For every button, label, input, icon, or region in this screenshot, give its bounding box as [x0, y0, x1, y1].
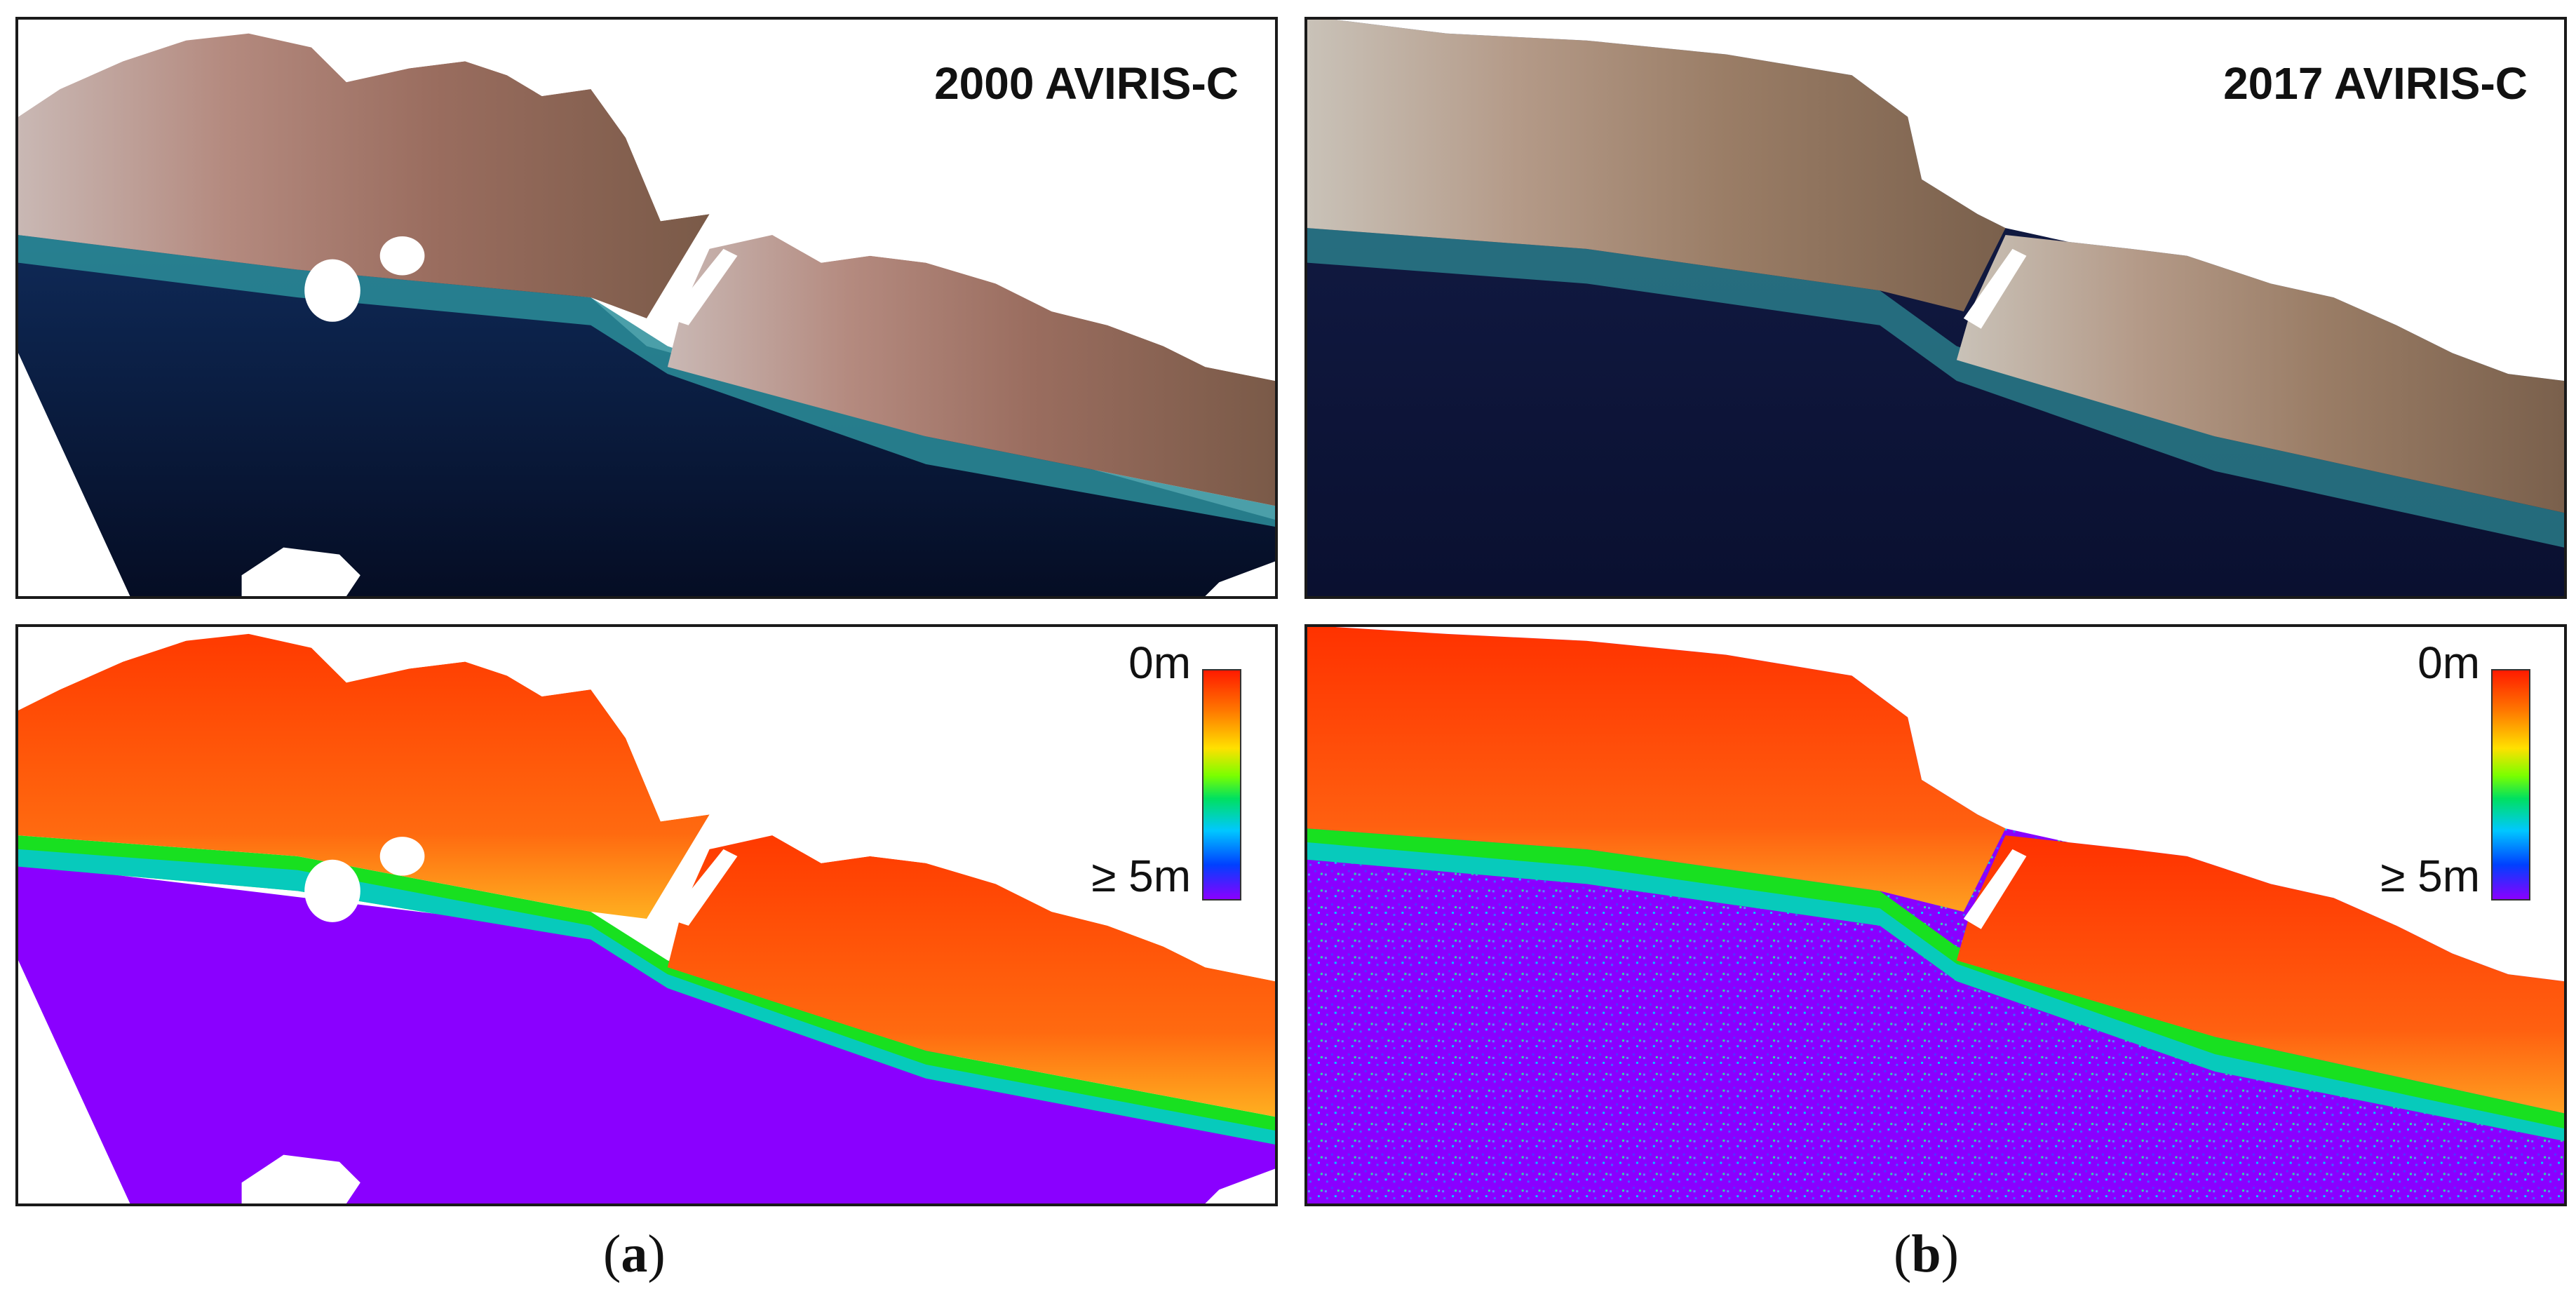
depth-map-panel-2000: 0m ≥ 5m [15, 624, 1278, 1206]
rgb-image-2000 [18, 20, 1275, 596]
depth-map-2000 [18, 627, 1275, 1203]
rgb-image-2017 [1307, 20, 2564, 596]
caption-b: (b) [1894, 1225, 1959, 1283]
panel-title-2017: 2017 AVIRIS-C [2223, 58, 2528, 109]
rgb-image-panel-2000: 2000 AVIRIS-C [15, 17, 1278, 599]
panel-title-2000: 2000 AVIRIS-C [934, 58, 1239, 109]
caption-a-letter: a [621, 1225, 648, 1283]
colorbar-bottom-label: ≥ 5m [2380, 851, 2480, 901]
depth-map-panel-2017: 0m ≥ 5m [1304, 624, 2567, 1206]
depth-map-2017 [1307, 627, 2564, 1203]
colorbar-top-label: 0m [2417, 638, 2480, 688]
colorbar-top-label: 0m [1128, 638, 1191, 688]
depth-colorbar [1202, 669, 1241, 901]
caption-b-letter: b [1911, 1225, 1941, 1283]
rgb-image-panel-2017: 2017 AVIRIS-C [1304, 17, 2567, 599]
caption-a: (a) [603, 1225, 666, 1283]
depth-colorbar [2491, 669, 2530, 901]
colorbar-bottom-label: ≥ 5m [1091, 851, 1191, 901]
